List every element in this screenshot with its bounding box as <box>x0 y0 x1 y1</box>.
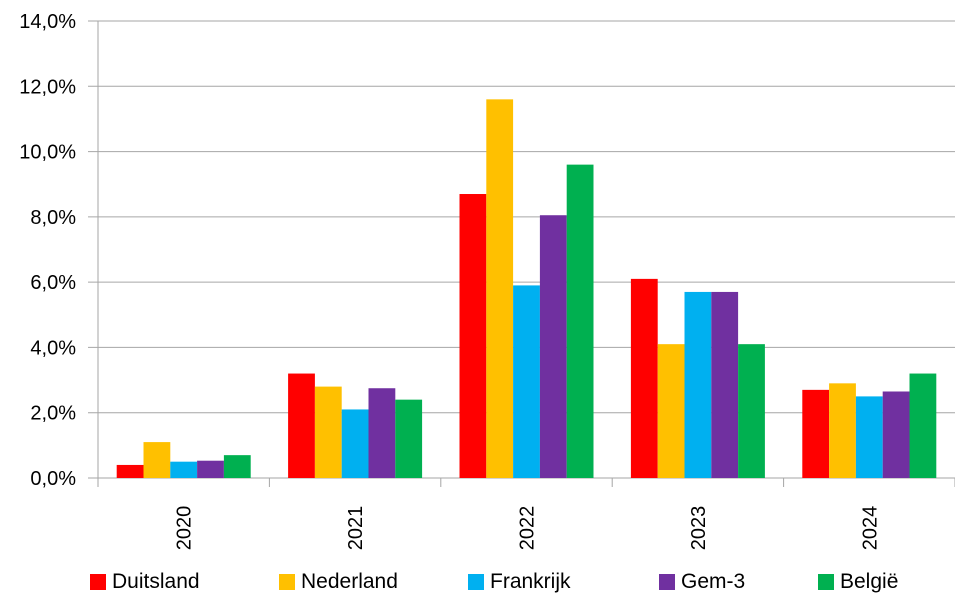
legend-item-belgie: België <box>818 567 898 597</box>
x-tick-label: 2024 <box>859 506 881 551</box>
legend-label: Nederland <box>301 570 398 593</box>
bar-gem-3-2020 <box>197 460 224 478</box>
axes <box>97 21 955 487</box>
legend-item-duitsland: Duitsland <box>90 567 200 597</box>
bar-gem-3-2023 <box>711 291 739 478</box>
bar-nederland-2023 <box>657 344 685 478</box>
y-axis-tick-labels: 0,0% 2,0% 4,0% 6,0% 8,0% 10,0% 12,0% 14,0% <box>19 11 76 490</box>
bar-gem-3-2022 <box>539 215 567 478</box>
bar-duitsland-2020 <box>116 464 144 478</box>
bar-gem-3-2024 <box>882 391 910 478</box>
bar-frankrijk-2024 <box>855 396 883 478</box>
x-tick-label: 2020 <box>174 506 196 551</box>
bar-frankrijk-2020 <box>170 461 198 478</box>
legend-swatch <box>659 574 675 590</box>
bar-frankrijk-2023 <box>684 291 712 478</box>
bar-duitsland-2024 <box>802 389 830 478</box>
y-tick-label: 10,0% <box>19 142 76 164</box>
legend-label: België <box>840 570 899 593</box>
x-tick-label: 2022 <box>517 506 539 551</box>
x-tick-label: 2023 <box>688 506 710 551</box>
legend-label: Duitsland <box>112 570 200 593</box>
y-tick-label: 6,0% <box>30 272 76 294</box>
bar-belgi--2020 <box>223 455 251 478</box>
bar-gem-3-2021 <box>368 388 396 478</box>
bar-belgi--2023 <box>738 344 765 478</box>
legend-label: Gem-3 <box>681 570 746 593</box>
y-tick-label: 4,0% <box>30 337 76 359</box>
bar-frankrijk-2022 <box>513 285 540 478</box>
legend-swatch <box>279 574 295 590</box>
bar-nederland-2024 <box>829 383 856 478</box>
bar-belgi--2024 <box>909 373 937 478</box>
legend-item-nederland: Nederland <box>279 567 398 597</box>
bar-nederland-2021 <box>314 386 342 478</box>
bar-frankrijk-2021 <box>341 409 369 478</box>
bars <box>116 99 937 478</box>
legend-swatch <box>90 574 106 590</box>
y-tick-label: 0,0% <box>30 468 76 490</box>
legend-item-gem-3: Gem-3 <box>659 567 745 597</box>
bar-nederland-2020 <box>143 442 171 478</box>
legend-label: Frankrijk <box>490 570 571 593</box>
bar-nederland-2022 <box>486 99 514 478</box>
legend-swatch <box>818 574 834 590</box>
legend-item-frankrijk: Frankrijk <box>468 567 571 597</box>
bar-duitsland-2022 <box>459 194 487 478</box>
y-tick-label: 2,0% <box>30 403 76 425</box>
bar-belgi--2022 <box>566 164 594 478</box>
x-tick-label: 2021 <box>345 506 367 551</box>
bar-duitsland-2021 <box>288 373 315 478</box>
legend: Duitsland Nederland Frankrijk Gem-3 Belg… <box>0 567 955 597</box>
y-tick-label: 8,0% <box>30 207 76 229</box>
y-tick-label: 12,0% <box>19 76 76 98</box>
x-axis-tick-labels: 2020 2021 2022 2023 2024 <box>174 506 882 551</box>
bar-belgi--2021 <box>395 399 423 478</box>
bar-chart: 0,0% 2,0% 4,0% 6,0% 8,0% 10,0% 12,0% 14,0% 2020… <box>19 11 955 551</box>
bar-duitsland-2023 <box>630 278 658 478</box>
legend-swatch <box>468 574 484 590</box>
y-tick-label: 14,0% <box>19 11 76 33</box>
